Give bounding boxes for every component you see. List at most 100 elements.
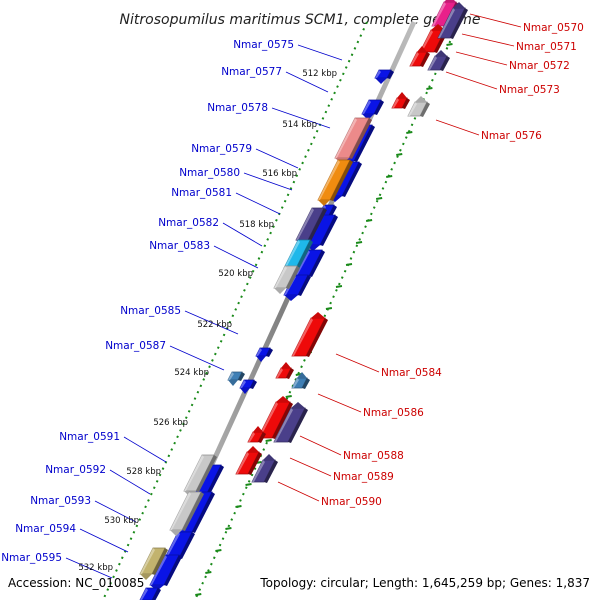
gene-arrowhead: [228, 380, 238, 386]
reverse-gene[interactable]: [235, 446, 262, 475]
leader-line: [94, 500, 137, 523]
outer-tick: [345, 263, 353, 266]
gene-label-forward[interactable]: Nmar_0583: [149, 240, 210, 252]
gene-highlight: [150, 555, 167, 585]
gene-side: [308, 208, 327, 241]
gene-label-reverse[interactable]: Nmar_0584: [381, 367, 442, 379]
gene-side: [164, 555, 182, 586]
scale-label: 522 kbp: [197, 320, 232, 330]
gene-side: [152, 588, 161, 600]
reverse-gene[interactable]: [291, 312, 328, 357]
gene-arrowhead: [311, 312, 325, 318]
forward-gene[interactable]: [334, 117, 372, 164]
reverse-gene[interactable]: [437, 2, 468, 39]
gene-label-reverse[interactable]: Nmar_0589: [333, 471, 394, 483]
reverse-gene[interactable]: [419, 24, 448, 53]
forward-gene[interactable]: [361, 99, 384, 120]
gene-highlight: [248, 432, 255, 442]
gene-label-forward[interactable]: Nmar_0579: [191, 143, 252, 155]
leader-line: [123, 436, 167, 463]
gene-label-forward[interactable]: Nmar_0595: [1, 552, 62, 564]
forward-gene[interactable]: [183, 454, 217, 497]
leader-line: [235, 192, 281, 215]
gene-label-forward[interactable]: Nmar_0593: [30, 495, 91, 507]
leader-line: [455, 51, 508, 66]
gene-label-forward[interactable]: Nmar_0587: [105, 340, 166, 352]
gene-side: [342, 162, 362, 197]
gene-label-forward[interactable]: Nmar_0580: [179, 167, 240, 179]
reverse-gene[interactable]: [427, 50, 450, 71]
forward-gene[interactable]: [139, 547, 168, 580]
gene-side: [272, 402, 293, 439]
reverse-gene[interactable]: [409, 46, 430, 67]
gene-layer: [139, 0, 468, 600]
gene-side: [286, 368, 294, 379]
forward-gene[interactable]: [139, 587, 161, 600]
gene-label-reverse[interactable]: Nmar_0573: [499, 84, 560, 96]
gene-highlight: [392, 98, 399, 108]
gene-highlight: [274, 408, 293, 442]
outer-tick: [386, 175, 393, 178]
gene-label-forward[interactable]: Nmar_0592: [45, 464, 106, 476]
gene-label-reverse[interactable]: Nmar_0572: [509, 60, 570, 72]
outer-tick: [265, 439, 272, 442]
inner-tick-track: [102, 21, 368, 600]
gene-label-forward[interactable]: Nmar_0585: [120, 305, 181, 317]
gene-side: [192, 492, 215, 533]
gene-label-forward[interactable]: Nmar_0581: [171, 187, 232, 199]
forward-gene[interactable]: [295, 207, 327, 246]
gene-side: [266, 348, 273, 357]
gene-side: [450, 8, 468, 39]
reverse-gene[interactable]: [251, 454, 278, 483]
gene-highlight: [184, 455, 204, 491]
gene-arrowhead: [284, 295, 298, 301]
gene-label-reverse[interactable]: Nmar_0590: [321, 496, 382, 508]
gene-label-forward[interactable]: Nmar_0594: [15, 523, 76, 535]
forward-gene[interactable]: [255, 347, 273, 362]
forward-gene[interactable]: [169, 491, 204, 536]
gene-label-forward[interactable]: Nmar_0591: [59, 431, 120, 443]
gene-arrowhead: [297, 372, 307, 378]
reverse-gene[interactable]: [291, 372, 310, 389]
gene-label-forward[interactable]: Nmar_0575: [233, 39, 294, 51]
gene-highlight: [258, 402, 278, 438]
gene-arrowhead: [240, 388, 250, 394]
gene-label-reverse[interactable]: Nmar_0571: [516, 41, 577, 53]
reverse-gene[interactable]: [247, 426, 266, 443]
forward-gene[interactable]: [227, 371, 245, 386]
forward-gene[interactable]: [374, 69, 394, 84]
gene-label-reverse[interactable]: Nmar_0576: [481, 130, 542, 142]
forward-gene[interactable]: [317, 159, 353, 206]
reverse-gene[interactable]: [407, 96, 430, 117]
gene-arrowhead: [253, 426, 263, 432]
gene-side: [306, 318, 328, 357]
gene-highlight: [428, 56, 437, 70]
gene-label-forward[interactable]: Nmar_0577: [221, 66, 282, 78]
outer-tick: [195, 593, 202, 596]
gene-arrowhead: [281, 362, 291, 368]
scale-label: 532 kbp: [78, 563, 113, 573]
forward-gene[interactable]: [273, 265, 300, 294]
reverse-gene[interactable]: [273, 402, 308, 443]
leader-line: [335, 353, 380, 373]
gene-side: [288, 408, 308, 443]
outer-tick: [375, 197, 383, 200]
gene-label-forward[interactable]: Nmar_0578: [207, 102, 268, 114]
gene-highlight: [438, 8, 455, 38]
reverse-gene[interactable]: [391, 92, 410, 109]
gene-label-forward[interactable]: Nmar_0582: [158, 217, 219, 229]
gene-label-reverse[interactable]: Nmar_0586: [363, 407, 424, 419]
gene-label-reverse[interactable]: Nmar_0570: [523, 22, 584, 34]
outer-tick: [365, 219, 373, 222]
reverse-gene[interactable]: [275, 362, 294, 379]
gene-arrowhead: [318, 200, 330, 206]
gene-arrowhead: [444, 0, 456, 2]
scale-label: 520 kbp: [218, 269, 253, 279]
forward-gene[interactable]: [239, 379, 257, 394]
leader-line: [271, 107, 331, 129]
label-leader-lines: [65, 13, 522, 579]
gene-highlight: [240, 380, 246, 388]
reverse-gene[interactable]: [257, 396, 293, 439]
forward-gene[interactable]: [149, 554, 182, 591]
gene-label-reverse[interactable]: Nmar_0588: [343, 450, 404, 462]
